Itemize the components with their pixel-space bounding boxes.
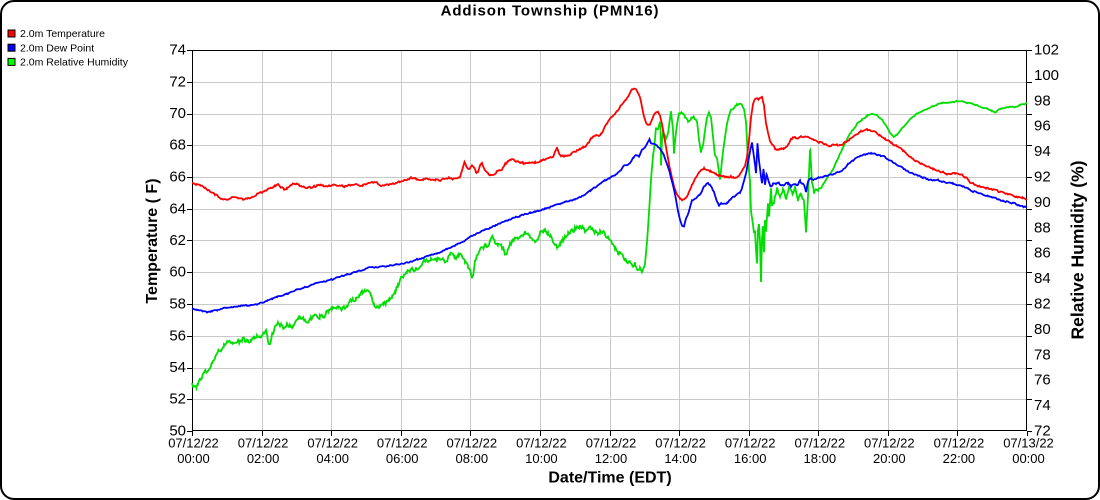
- svg-text:82: 82: [1034, 296, 1051, 313]
- svg-text:74: 74: [169, 42, 186, 59]
- svg-text:14:00: 14:00: [664, 451, 697, 466]
- svg-text:64: 64: [169, 200, 186, 217]
- svg-text:07/12/22: 07/12/22: [864, 436, 915, 451]
- svg-text:12:00: 12:00: [595, 451, 628, 466]
- svg-text:68: 68: [169, 137, 186, 154]
- svg-text:78: 78: [1034, 346, 1051, 363]
- svg-text:70: 70: [169, 105, 186, 122]
- svg-text:07/13/22: 07/13/22: [1003, 436, 1054, 451]
- svg-text:22:00: 22:00: [943, 451, 976, 466]
- svg-text:100: 100: [1034, 67, 1059, 84]
- svg-text:10:00: 10:00: [525, 451, 558, 466]
- svg-text:72: 72: [1034, 423, 1051, 440]
- svg-text:2.0m Temperature: 2.0m Temperature: [20, 28, 105, 40]
- svg-text:74: 74: [1034, 397, 1051, 414]
- svg-text:98: 98: [1034, 92, 1051, 109]
- svg-text:96: 96: [1034, 118, 1051, 135]
- svg-text:06:00: 06:00: [386, 451, 419, 466]
- svg-text:54: 54: [169, 359, 186, 376]
- svg-text:94: 94: [1034, 143, 1051, 160]
- svg-text:60: 60: [169, 264, 186, 281]
- svg-text:07/12/22: 07/12/22: [516, 436, 567, 451]
- svg-text:07/12/22: 07/12/22: [307, 436, 358, 451]
- svg-text:07/12/22: 07/12/22: [725, 436, 776, 451]
- svg-text:07/12/22: 07/12/22: [377, 436, 428, 451]
- svg-text:07/12/22: 07/12/22: [238, 436, 289, 451]
- svg-text:18:00: 18:00: [804, 451, 837, 466]
- svg-text:07/12/22: 07/12/22: [794, 436, 845, 451]
- svg-text:66: 66: [169, 169, 186, 186]
- svg-text:2.0m Relative Humidity: 2.0m Relative Humidity: [20, 57, 129, 69]
- svg-text:Date/Time (EDT): Date/Time (EDT): [548, 470, 671, 487]
- svg-text:Temperature ( F): Temperature ( F): [144, 178, 161, 303]
- svg-text:88: 88: [1034, 219, 1051, 236]
- svg-text:2.0m Dew Point: 2.0m Dew Point: [20, 42, 94, 54]
- svg-text:62: 62: [169, 232, 186, 249]
- svg-text:76: 76: [1034, 372, 1051, 389]
- svg-text:50: 50: [169, 423, 186, 440]
- svg-text:00:00: 00:00: [177, 451, 210, 466]
- svg-text:102: 102: [1034, 42, 1059, 59]
- svg-text:58: 58: [169, 296, 186, 313]
- svg-text:07/12/22: 07/12/22: [655, 436, 706, 451]
- svg-text:72: 72: [169, 73, 186, 90]
- svg-text:80: 80: [1034, 321, 1051, 338]
- svg-text:20:00: 20:00: [873, 451, 906, 466]
- svg-text:07/12/22: 07/12/22: [446, 436, 497, 451]
- svg-text:07/12/22: 07/12/22: [586, 436, 637, 451]
- svg-text:92: 92: [1034, 169, 1051, 186]
- svg-text:08:00: 08:00: [456, 451, 489, 466]
- svg-text:04:00: 04:00: [316, 451, 349, 466]
- svg-text:52: 52: [169, 391, 186, 408]
- svg-text:90: 90: [1034, 194, 1051, 211]
- svg-text:07/12/22: 07/12/22: [934, 436, 985, 451]
- svg-text:56: 56: [169, 327, 186, 344]
- svg-text:00:00: 00:00: [1012, 451, 1045, 466]
- svg-text:02:00: 02:00: [247, 451, 280, 466]
- svg-text:84: 84: [1034, 270, 1051, 287]
- svg-text:Relative Humidity (%): Relative Humidity (%): [1068, 161, 1088, 340]
- svg-text:86: 86: [1034, 245, 1051, 262]
- svg-text:Addison Township (PMN16): Addison Township (PMN16): [441, 3, 660, 20]
- svg-text:07/12/22: 07/12/22: [168, 436, 219, 451]
- svg-text:16:00: 16:00: [734, 451, 767, 466]
